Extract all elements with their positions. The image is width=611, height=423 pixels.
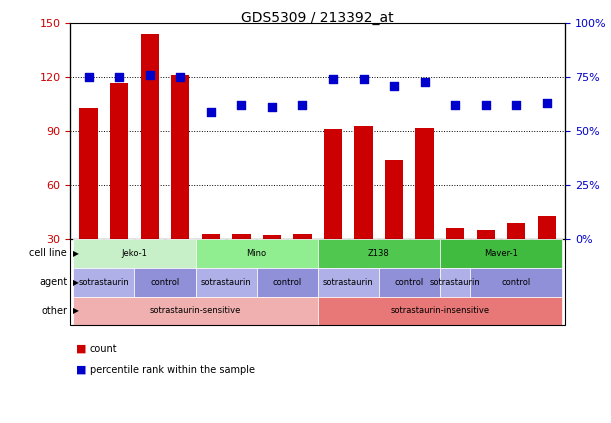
Point	[420, 78, 430, 85]
Text: ■: ■	[76, 343, 87, 354]
Text: sotrastaurin: sotrastaurin	[430, 277, 481, 287]
Text: other: other	[41, 306, 67, 316]
Text: control: control	[273, 277, 302, 287]
Text: Jeko-1: Jeko-1	[122, 249, 147, 258]
Text: ▶: ▶	[73, 306, 79, 316]
Bar	[507, 223, 525, 293]
Text: GDS5309 / 213392_at: GDS5309 / 213392_at	[241, 11, 394, 25]
Bar	[538, 216, 556, 293]
Bar	[385, 160, 403, 293]
Text: ▶: ▶	[73, 249, 79, 258]
Text: sotrastaurin: sotrastaurin	[78, 277, 130, 287]
Text: percentile rank within the sample: percentile rank within the sample	[90, 365, 255, 375]
Point	[267, 104, 277, 111]
Point	[84, 74, 93, 81]
Point	[206, 108, 216, 115]
Text: cell line: cell line	[29, 248, 67, 258]
Point	[359, 76, 368, 83]
Point	[511, 102, 521, 109]
Text: count: count	[90, 343, 117, 354]
Bar	[110, 82, 128, 293]
Text: ▶: ▶	[73, 277, 79, 287]
Text: sotrastaurin-insensitive: sotrastaurin-insensitive	[390, 306, 489, 316]
Text: Mino: Mino	[247, 249, 266, 258]
Text: control: control	[502, 277, 531, 287]
Point	[114, 74, 124, 81]
Point	[389, 82, 399, 89]
Bar	[446, 228, 464, 293]
Text: sotrastaurin-sensitive: sotrastaurin-sensitive	[150, 306, 241, 316]
Point	[298, 102, 307, 109]
Bar	[79, 108, 98, 293]
Text: ■: ■	[76, 365, 87, 375]
Bar	[263, 235, 281, 293]
Text: agent: agent	[39, 277, 67, 287]
Text: Maver-1: Maver-1	[484, 249, 518, 258]
Point	[542, 100, 552, 107]
Bar	[477, 230, 495, 293]
Point	[236, 102, 246, 109]
Point	[450, 102, 460, 109]
Bar	[293, 233, 312, 293]
Text: sotrastaurin: sotrastaurin	[323, 277, 374, 287]
Point	[175, 74, 185, 81]
Text: control: control	[150, 277, 180, 287]
Bar	[171, 75, 189, 293]
Bar	[354, 126, 373, 293]
Bar	[324, 129, 342, 293]
Bar	[141, 34, 159, 293]
Text: sotrastaurin: sotrastaurin	[200, 277, 252, 287]
Bar	[202, 233, 220, 293]
Text: control: control	[395, 277, 424, 287]
Text: Z138: Z138	[368, 249, 390, 258]
Bar	[415, 128, 434, 293]
Point	[328, 76, 338, 83]
Bar	[232, 233, 251, 293]
Point	[145, 71, 155, 78]
Point	[481, 102, 491, 109]
